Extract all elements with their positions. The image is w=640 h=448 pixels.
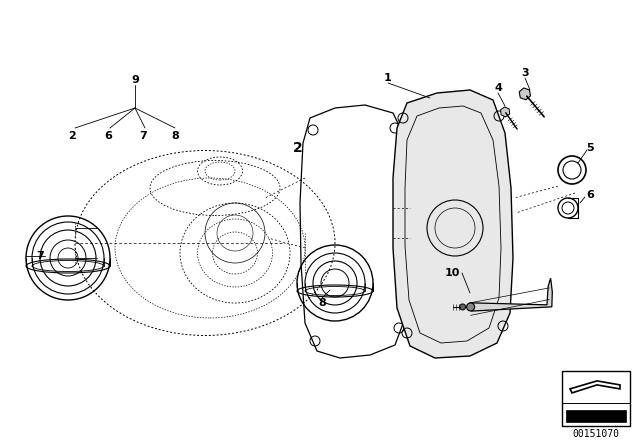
Text: 8: 8 bbox=[171, 131, 179, 141]
Bar bbox=[566, 410, 626, 422]
Text: 7: 7 bbox=[139, 131, 147, 141]
Circle shape bbox=[460, 304, 466, 310]
Circle shape bbox=[467, 303, 475, 311]
Text: 1: 1 bbox=[384, 73, 392, 83]
Polygon shape bbox=[500, 107, 509, 117]
Text: 10: 10 bbox=[444, 268, 460, 278]
Text: 2: 2 bbox=[293, 141, 303, 155]
Text: 6: 6 bbox=[104, 131, 112, 141]
Text: 5: 5 bbox=[586, 143, 594, 153]
Text: 00151070: 00151070 bbox=[573, 429, 620, 439]
Polygon shape bbox=[519, 88, 531, 100]
Text: 9: 9 bbox=[131, 75, 139, 85]
Text: 8: 8 bbox=[318, 298, 326, 308]
Polygon shape bbox=[470, 278, 552, 311]
Text: 7: 7 bbox=[36, 251, 44, 261]
Bar bbox=[562, 371, 630, 426]
Text: 4: 4 bbox=[494, 83, 502, 93]
Text: 2: 2 bbox=[68, 131, 76, 141]
Text: 6: 6 bbox=[586, 190, 594, 200]
Polygon shape bbox=[393, 90, 513, 358]
Text: 3: 3 bbox=[521, 68, 529, 78]
